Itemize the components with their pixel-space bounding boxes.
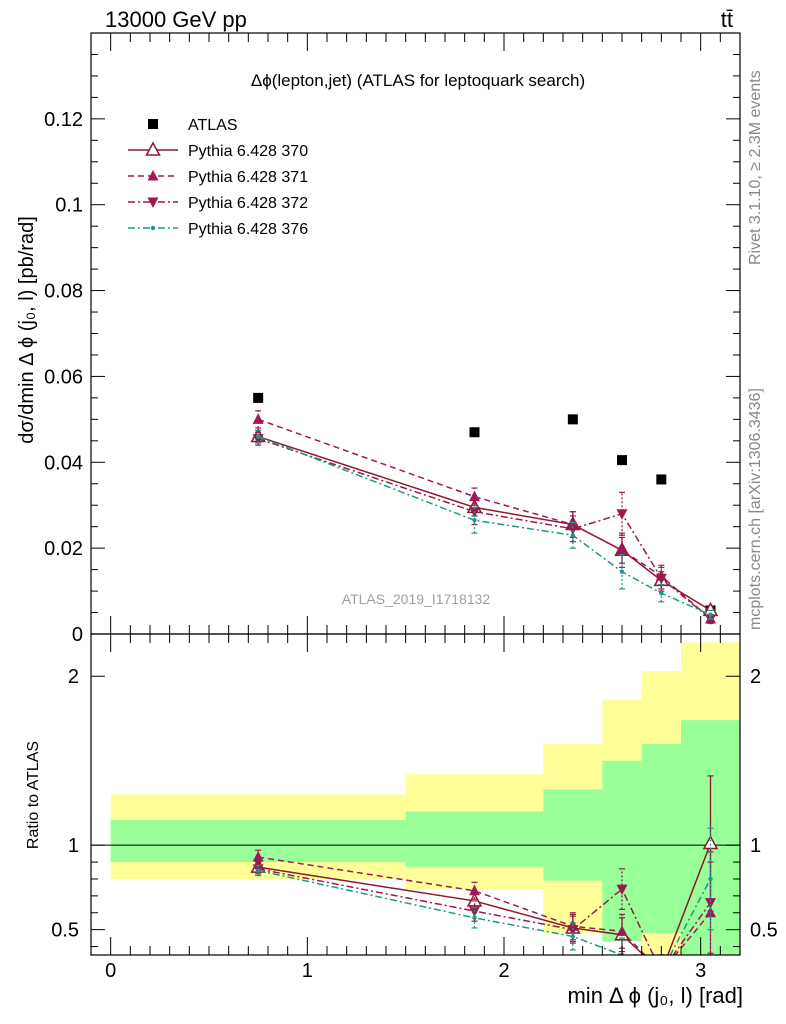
- y-tick-label: 0: [72, 624, 83, 646]
- legend-entry-1: Pythia 6.428 370: [128, 141, 308, 160]
- ratio-series-0-point: [466, 892, 483, 907]
- uncertainty-band-stat: [641, 743, 681, 934]
- ratio-series-0-line: [258, 843, 712, 955]
- main-series-3: [252, 431, 716, 625]
- legend-marker-0: [148, 119, 158, 129]
- ratio-y-tick-label: 0.5: [51, 920, 79, 942]
- y-tick-label: 0.04: [44, 452, 83, 474]
- legend-marker-2: [147, 170, 159, 181]
- x-tick-label: 0: [105, 960, 116, 982]
- ratio-bands: [91, 642, 740, 955]
- y-tick-label: 0.1: [55, 195, 83, 217]
- main-series-0-point: [469, 427, 480, 438]
- legend-entry-2: Pythia 6.428 371: [128, 169, 308, 186]
- ratio-frame: [90, 633, 741, 956]
- main-series-4-point: [708, 612, 713, 617]
- ratio-series-1-line: [258, 856, 712, 955]
- main-series-4-point: [472, 518, 477, 523]
- ratio-series-3-point: [570, 934, 576, 939]
- ratio-y-tick-label: 2: [68, 666, 79, 688]
- main-series-0-point: [656, 474, 667, 485]
- legend-label-4: Pythia 6.428 376: [188, 221, 308, 238]
- ratio-y-tick-label-right: 1: [750, 835, 761, 857]
- main-series-3-point: [616, 509, 628, 520]
- ratio-series-2-line: [258, 868, 712, 955]
- ratio-series-1-point: [469, 884, 480, 896]
- y-tick-label: 0.08: [44, 281, 83, 303]
- mcplots-label: mcplots.cern.ch [arXiv:1306.3436]: [747, 388, 764, 630]
- legend: ATLAS Pythia 6.428 370 Pythia 6.428 371 Pyt…: [128, 117, 308, 238]
- y-tick-label: 0.12: [44, 109, 83, 131]
- x-tick-label: 1: [302, 960, 313, 982]
- ratio-series-1-point: [616, 925, 628, 936]
- ratio-y-tick-label: 1: [68, 835, 79, 857]
- legend-label-3: Pythia 6.428 372: [188, 195, 308, 212]
- legend-label-2: Pythia 6.428 371: [188, 169, 308, 186]
- main-series-0: [253, 392, 716, 616]
- uncertainty-band-stat: [405, 811, 544, 868]
- x-tick-label: 2: [498, 960, 509, 982]
- y-axis-label: dσ/dmin Δ ϕ (j₀, l) [pb/rad]: [16, 216, 38, 444]
- main-series-3-point: [567, 524, 579, 535]
- x-tick-label: 3: [695, 960, 706, 982]
- analysis-watermark: ATLAS_2019_I1718132: [342, 591, 491, 607]
- main-series-0-point: [617, 455, 627, 466]
- main-series-1-line: [257, 435, 711, 612]
- main-series-3-point: [655, 573, 667, 585]
- ratio-series-2-point: [705, 898, 716, 909]
- legend-marker-4: [150, 225, 156, 231]
- ratio-series-2-point: [567, 925, 579, 936]
- main-series-4-point: [255, 434, 261, 439]
- ratio-series-2-point: [656, 967, 667, 978]
- main-series-3-line: [257, 437, 711, 620]
- rivet-label: Rivet 3.1.10, ≥ 2.3M events: [747, 70, 764, 265]
- ratio-series-1-point: [252, 851, 264, 862]
- main-series-3-point: [705, 614, 716, 625]
- legend-label-0: ATLAS: [188, 117, 238, 134]
- main-series-4-point: [619, 569, 625, 574]
- ratio-y-axis-label: Ratio to ATLAS: [25, 741, 42, 849]
- ratio-series-3-point: [472, 915, 477, 921]
- plot-title: Δϕ(lepton,jet) (ATLAS for leptoquark sea…: [251, 71, 585, 90]
- ratio-axes: 0.5 0.5 1 1 2 2 0 1 2 3: [51, 633, 778, 982]
- ratio-series-3-point: [659, 970, 663, 974]
- ratio-series-3-line: [258, 869, 712, 955]
- ratio-y-tick-label-right: 2: [750, 666, 761, 688]
- ratio-series-2-point: [616, 884, 628, 896]
- legend-marker-3: [147, 197, 159, 208]
- main-series-4-line: [257, 435, 711, 616]
- y-tick-label: 0.02: [44, 538, 83, 560]
- main-series-4-point: [659, 591, 664, 596]
- ratio-panel: 0.5 0.5 1 1 2 2 0 1 2 3 Ratio to ATLAS min Δ ϕ (j…: [25, 633, 778, 1008]
- ratio-series-3: [255, 827, 714, 974]
- ratio-series-0-point: [655, 965, 668, 977]
- main-series-group: [250, 392, 719, 625]
- main-series-4: [255, 429, 714, 620]
- x-axis-label: min Δ ϕ (j₀, l) [rad]: [567, 983, 743, 1008]
- process-label: tt̄: [721, 7, 733, 32]
- main-series-2-point: [616, 544, 628, 555]
- legend-entry-0: ATLAS: [148, 117, 238, 134]
- main-series-0-point: [253, 392, 264, 403]
- uncertainty-band-stat: [543, 789, 603, 881]
- ratio-series-1-point: [656, 966, 667, 977]
- collision-label: 13000 GeV pp: [105, 7, 247, 32]
- main-series-2-line: [257, 418, 711, 620]
- ratio-y-tick-label-right: 0.5: [750, 920, 778, 942]
- ratio-series-3-point: [708, 876, 713, 882]
- legend-entry-4: Pythia 6.428 376: [128, 221, 308, 238]
- y-tick-label: 0.06: [44, 366, 83, 388]
- ratio-series-3-point: [255, 868, 261, 873]
- legend-entry-3: Pythia 6.428 372: [128, 195, 308, 212]
- uncertainty-band-stat: [602, 760, 642, 942]
- legend-marker-1: [145, 141, 161, 156]
- main-series-2-point: [252, 413, 264, 424]
- legend-label-1: Pythia 6.428 370: [188, 143, 308, 160]
- main-series-4-point: [570, 533, 576, 538]
- main-axes: 0 0.02 0.04 0.06 0.08 0.1 0.12: [44, 32, 741, 646]
- main-panel: Δϕ(lepton,jet) (ATLAS for leptoquark sea…: [16, 32, 741, 646]
- main-series-0-point: [567, 414, 578, 425]
- ratio-series-group: [250, 775, 719, 978]
